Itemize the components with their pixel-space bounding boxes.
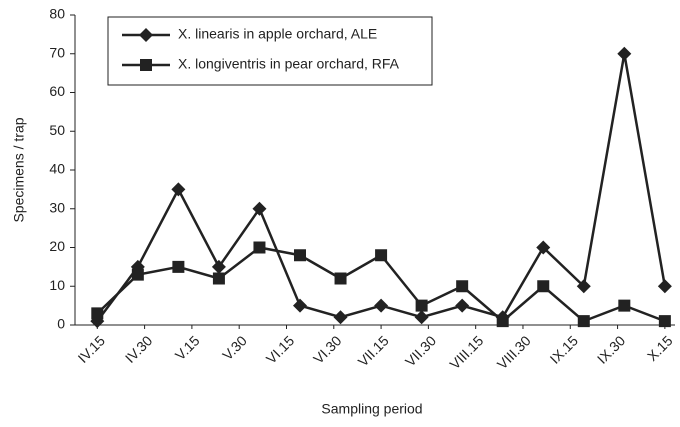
marker: [536, 240, 551, 255]
x-tick-label: IX.30: [594, 332, 629, 367]
marker: [334, 272, 347, 285]
x-tick-label: VI.30: [310, 332, 345, 367]
marker: [252, 201, 267, 216]
legend-label: X. linearis in apple orchard, ALE: [178, 26, 377, 42]
marker: [496, 315, 509, 328]
x-tick-label: X.15: [644, 332, 676, 364]
marker: [375, 249, 388, 262]
x-tick-label: VII.15: [355, 332, 392, 369]
y-tick-label: 30: [49, 199, 65, 215]
marker: [374, 298, 389, 313]
marker: [172, 260, 185, 273]
x-tick-label: VII.30: [402, 332, 439, 369]
y-tick-label: 50: [49, 122, 65, 138]
marker: [131, 268, 144, 281]
marker: [455, 298, 470, 313]
legend-marker: [140, 59, 152, 71]
x-tick-label: IX.15: [547, 332, 582, 367]
y-tick-label: 60: [49, 83, 65, 99]
y-tick-label: 20: [49, 238, 65, 254]
legend-box: [107, 16, 433, 86]
legend-label: X. longiventris in pear orchard, RFA: [178, 56, 400, 72]
y-tick-label: 10: [49, 277, 65, 293]
marker: [212, 272, 225, 285]
x-tick-label: V.15: [172, 332, 203, 363]
marker: [294, 249, 306, 262]
y-tick-label: 80: [49, 6, 65, 22]
y-tick-label: 0: [57, 316, 65, 332]
marker: [617, 46, 632, 61]
y-axis-label: Specimens / trap: [11, 117, 27, 222]
marker: [658, 315, 671, 328]
marker: [293, 298, 307, 313]
marker: [456, 280, 469, 293]
x-tick-label: VI.15: [263, 332, 298, 367]
marker: [91, 307, 104, 320]
x-tick-label: VIII.15: [446, 332, 486, 372]
y-tick-label: 40: [49, 161, 65, 177]
x-tick-label: VIII.30: [494, 332, 534, 372]
marker: [415, 299, 428, 312]
marker: [657, 279, 672, 294]
marker: [618, 299, 631, 312]
marker: [576, 279, 591, 294]
y-tick-label: 70: [49, 44, 65, 60]
marker: [171, 182, 186, 197]
marker: [253, 241, 266, 254]
marker: [333, 310, 348, 325]
marker: [577, 315, 590, 328]
legend-marker: [139, 28, 153, 42]
x-tick-label: V.30: [219, 332, 250, 363]
marker: [211, 259, 226, 274]
marker: [414, 310, 429, 325]
x-tick-label: IV.30: [122, 332, 156, 366]
x-tick-label: IV.15: [75, 332, 109, 366]
x-axis-label: Sampling period: [321, 401, 422, 417]
marker: [537, 280, 550, 293]
